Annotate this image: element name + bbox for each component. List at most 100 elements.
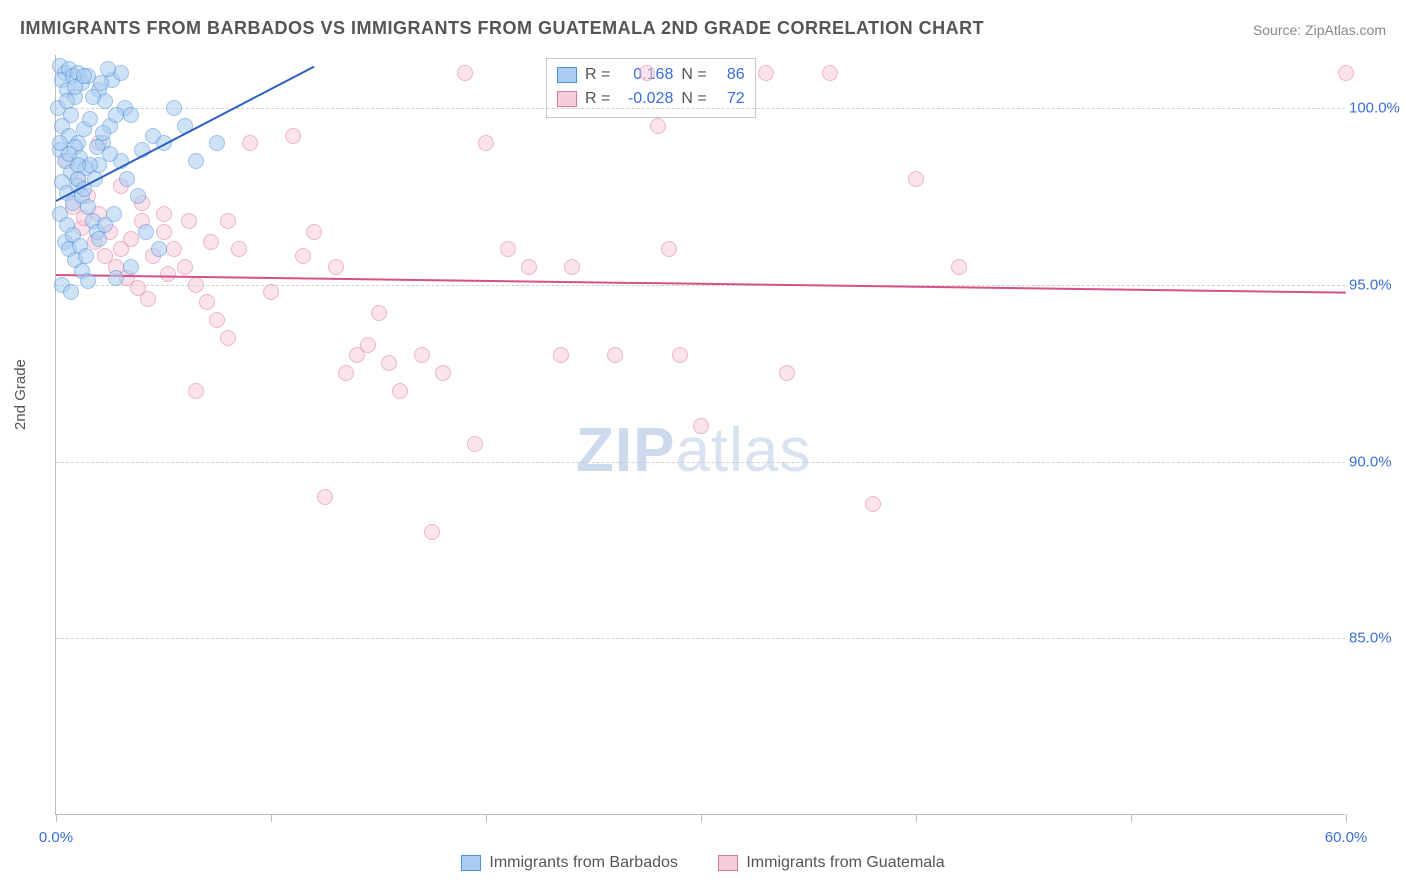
data-point-guatemala — [672, 347, 688, 363]
data-point-guatemala — [220, 330, 236, 346]
data-point-guatemala — [160, 266, 176, 282]
data-point-barbados — [80, 273, 96, 289]
data-point-guatemala — [263, 284, 279, 300]
data-point-guatemala — [199, 294, 215, 310]
gridline — [56, 108, 1345, 109]
y-tick-label: 90.0% — [1349, 453, 1406, 470]
data-point-guatemala — [231, 241, 247, 257]
data-point-guatemala — [908, 171, 924, 187]
watermark-bold: ZIP — [576, 416, 675, 485]
data-point-guatemala — [220, 213, 236, 229]
data-point-barbados — [138, 224, 154, 240]
x-tick — [916, 814, 917, 822]
series-legend: Immigrants from Barbados Immigrants from… — [0, 854, 1406, 876]
data-point-guatemala — [285, 128, 301, 144]
data-point-guatemala — [338, 365, 354, 381]
data-point-barbados — [119, 171, 135, 187]
r-label: R = — [585, 63, 610, 87]
data-point-guatemala — [156, 224, 172, 240]
data-point-guatemala — [639, 65, 655, 81]
data-point-guatemala — [951, 259, 967, 275]
data-point-barbados — [95, 125, 111, 141]
x-tick — [1346, 814, 1347, 822]
data-point-barbados — [106, 206, 122, 222]
legend-item-guatemala: Immigrants from Guatemala — [718, 854, 944, 872]
source-attribution: Source: ZipAtlas.com — [1253, 22, 1386, 38]
y-axis-label: 2nd Grade — [12, 359, 29, 430]
y-tick-label: 100.0% — [1349, 100, 1406, 117]
data-point-guatemala — [381, 355, 397, 371]
data-point-barbados — [130, 188, 146, 204]
x-tick-label: 60.0% — [1325, 829, 1368, 846]
data-point-guatemala — [661, 241, 677, 257]
data-point-guatemala — [371, 305, 387, 321]
data-point-guatemala — [414, 347, 430, 363]
data-point-barbados — [188, 153, 204, 169]
x-tick — [56, 814, 57, 822]
swatch-barbados — [557, 67, 577, 83]
legend-item-barbados: Immigrants from Barbados — [461, 854, 678, 872]
data-point-barbados — [91, 231, 107, 247]
data-point-guatemala — [188, 277, 204, 293]
plot-area: ZIPatlas R = 0.168 N = 86 R = -0.028 N =… — [55, 55, 1345, 815]
data-point-guatemala — [693, 418, 709, 434]
data-point-guatemala — [140, 291, 156, 307]
data-point-guatemala — [360, 337, 376, 353]
x-tick — [701, 814, 702, 822]
data-point-guatemala — [328, 259, 344, 275]
data-point-guatemala — [822, 65, 838, 81]
data-point-guatemala — [457, 65, 473, 81]
data-point-guatemala — [203, 234, 219, 250]
data-point-guatemala — [306, 224, 322, 240]
data-point-barbados — [76, 68, 92, 84]
data-point-guatemala — [209, 312, 225, 328]
data-point-guatemala — [242, 135, 258, 151]
x-tick-label: 0.0% — [39, 829, 73, 846]
data-point-guatemala — [435, 365, 451, 381]
data-point-barbados — [82, 111, 98, 127]
x-tick — [1131, 814, 1132, 822]
data-point-barbados — [59, 93, 75, 109]
data-point-guatemala — [156, 206, 172, 222]
gridline — [56, 638, 1345, 639]
data-point-barbados — [78, 248, 94, 264]
data-point-guatemala — [500, 241, 516, 257]
data-point-barbados — [151, 241, 167, 257]
y-tick-label: 95.0% — [1349, 276, 1406, 293]
chart-title: IMMIGRANTS FROM BARBADOS VS IMMIGRANTS F… — [20, 18, 984, 39]
data-point-barbados — [70, 157, 86, 173]
data-point-guatemala — [424, 524, 440, 540]
data-point-barbados — [123, 259, 139, 275]
data-point-guatemala — [123, 231, 139, 247]
data-point-guatemala — [553, 347, 569, 363]
y-tick-label: 85.0% — [1349, 630, 1406, 647]
data-point-guatemala — [166, 241, 182, 257]
data-point-guatemala — [177, 259, 193, 275]
data-point-guatemala — [650, 118, 666, 134]
data-point-guatemala — [564, 259, 580, 275]
x-tick — [486, 814, 487, 822]
data-point-barbados — [85, 89, 101, 105]
series-label-barbados: Immigrants from Barbados — [489, 854, 678, 872]
data-point-guatemala — [779, 365, 795, 381]
data-point-guatemala — [607, 347, 623, 363]
data-point-guatemala — [1338, 65, 1354, 81]
data-point-barbados — [93, 75, 109, 91]
data-point-barbados — [100, 61, 116, 77]
data-point-barbados — [123, 107, 139, 123]
data-point-guatemala — [521, 259, 537, 275]
x-tick — [271, 814, 272, 822]
data-point-barbados — [102, 146, 118, 162]
data-point-guatemala — [467, 436, 483, 452]
n-value-barbados: 86 — [715, 63, 745, 87]
data-point-guatemala — [865, 496, 881, 512]
data-point-guatemala — [181, 213, 197, 229]
swatch-barbados — [461, 855, 481, 871]
data-point-barbados — [108, 107, 124, 123]
data-point-guatemala — [392, 383, 408, 399]
swatch-guatemala — [718, 855, 738, 871]
data-point-guatemala — [478, 135, 494, 151]
data-point-barbados — [108, 270, 124, 286]
series-label-guatemala: Immigrants from Guatemala — [746, 854, 944, 872]
swatch-guatemala — [557, 91, 577, 107]
